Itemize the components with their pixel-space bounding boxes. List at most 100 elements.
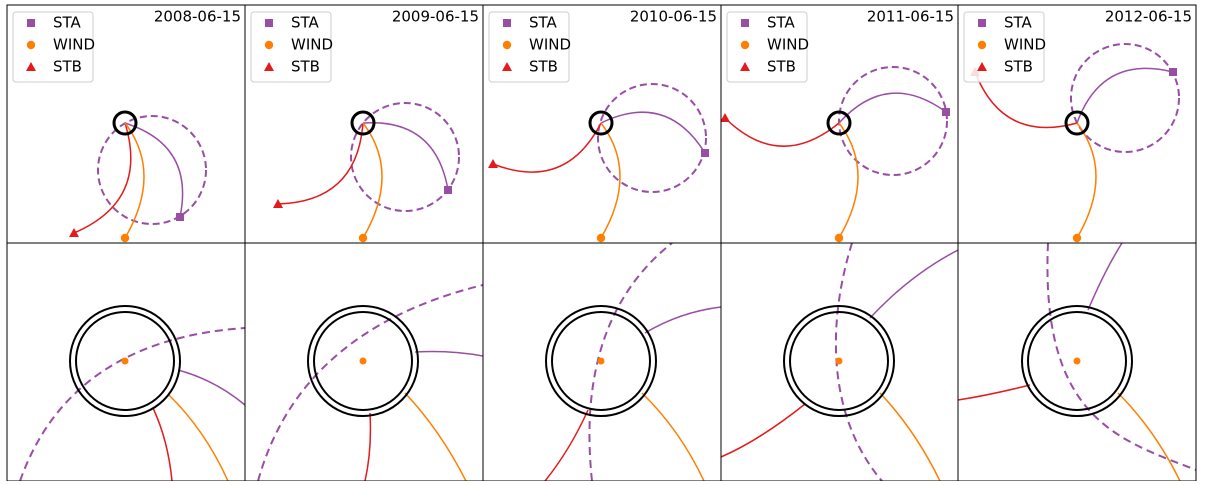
field-line xyxy=(1076,67,1174,124)
panel-top: STA WIND STB 2012-06-15 xyxy=(963,8,1192,243)
marker xyxy=(488,159,498,168)
field-line xyxy=(167,393,229,481)
field-line xyxy=(974,71,1078,129)
panel-bottom xyxy=(721,243,958,481)
panel-top: STA WIND STB 2010-06-15 xyxy=(488,8,717,243)
marker xyxy=(977,62,987,71)
panel-bottom xyxy=(958,243,1196,481)
earth-ring xyxy=(789,311,889,411)
marker xyxy=(176,213,184,221)
legend-label: STB xyxy=(529,58,558,76)
wind-dot xyxy=(121,357,129,365)
marker xyxy=(596,233,606,243)
earth xyxy=(588,110,614,136)
marker xyxy=(264,40,274,50)
field-line xyxy=(362,121,449,191)
panel-top: STA WIND STB 2009-06-15 xyxy=(250,8,479,243)
field-line xyxy=(600,122,621,239)
field-line xyxy=(152,407,173,481)
marker xyxy=(265,19,273,27)
legend-label: STB xyxy=(1004,58,1033,76)
legend-label: WIND xyxy=(291,36,333,54)
marker xyxy=(27,19,35,27)
marker xyxy=(740,40,750,50)
earth-ring xyxy=(307,305,419,417)
field-line xyxy=(838,122,859,239)
marker xyxy=(978,19,986,27)
legend-label: WIND xyxy=(767,36,809,54)
marker xyxy=(1169,68,1177,76)
field-line xyxy=(277,122,364,205)
panel-top: STA WIND STB 2011-06-15 xyxy=(721,8,954,243)
panel-date: 2008-06-15 xyxy=(154,8,241,26)
earth-ring xyxy=(69,305,181,417)
field-line xyxy=(644,306,721,334)
legend xyxy=(488,11,570,83)
marker xyxy=(721,113,730,122)
field-line xyxy=(492,122,602,173)
field-line xyxy=(404,392,467,481)
legend-label: STA xyxy=(767,14,796,32)
orbit xyxy=(1046,243,1196,471)
wind-dot xyxy=(597,357,605,365)
marker xyxy=(942,108,950,116)
field-line xyxy=(724,117,840,147)
legend-label: WIND xyxy=(529,36,571,54)
wind-dot xyxy=(359,357,367,365)
panel-date: 2012-06-15 xyxy=(1105,8,1192,26)
field-line xyxy=(879,392,941,481)
panel-date: 2009-06-15 xyxy=(392,8,479,26)
marker xyxy=(701,149,709,157)
earth xyxy=(826,110,852,136)
wind-dot xyxy=(835,357,843,365)
marker xyxy=(502,62,512,71)
panel-top: STA WIND STB 2008-06-15 xyxy=(12,8,241,243)
legend-label: WIND xyxy=(53,36,95,54)
field-line xyxy=(544,409,589,481)
field-line xyxy=(124,122,184,218)
field-line xyxy=(838,92,947,124)
field-line xyxy=(1117,392,1181,481)
legend-label: STB xyxy=(291,58,320,76)
earth-ring xyxy=(551,311,651,411)
marker xyxy=(741,19,749,27)
earth-ring xyxy=(313,311,413,411)
panel-date: 2011-06-15 xyxy=(867,8,954,26)
marker xyxy=(26,62,36,71)
orbit xyxy=(350,102,460,212)
orbit xyxy=(597,83,707,193)
legend-label: WIND xyxy=(1004,36,1046,54)
orbit xyxy=(588,243,673,481)
orbit xyxy=(834,243,883,481)
marker xyxy=(444,186,452,194)
earth-ring xyxy=(545,305,657,417)
marker xyxy=(69,228,79,237)
marker xyxy=(273,199,283,208)
wind-dot xyxy=(1073,357,1081,365)
marker xyxy=(26,40,36,50)
field-line xyxy=(869,249,958,319)
panel-bottom xyxy=(257,284,483,481)
earth xyxy=(1064,110,1090,136)
orbit xyxy=(97,115,207,225)
orbit xyxy=(1070,43,1180,153)
marker xyxy=(740,62,750,71)
marker xyxy=(1072,233,1082,243)
earth-ring xyxy=(1021,305,1133,417)
field-line xyxy=(600,111,706,154)
orbit xyxy=(838,66,948,176)
field-line xyxy=(641,392,705,481)
earth xyxy=(350,110,376,136)
legend-label: STA xyxy=(291,14,320,32)
field-line xyxy=(362,122,383,239)
legend-label: STA xyxy=(1004,14,1033,32)
marker xyxy=(834,233,844,243)
marker xyxy=(502,40,512,50)
legend xyxy=(726,11,808,83)
field-line xyxy=(721,403,806,458)
marker xyxy=(358,233,368,243)
field-line xyxy=(1076,122,1097,239)
field-line xyxy=(958,384,1031,401)
